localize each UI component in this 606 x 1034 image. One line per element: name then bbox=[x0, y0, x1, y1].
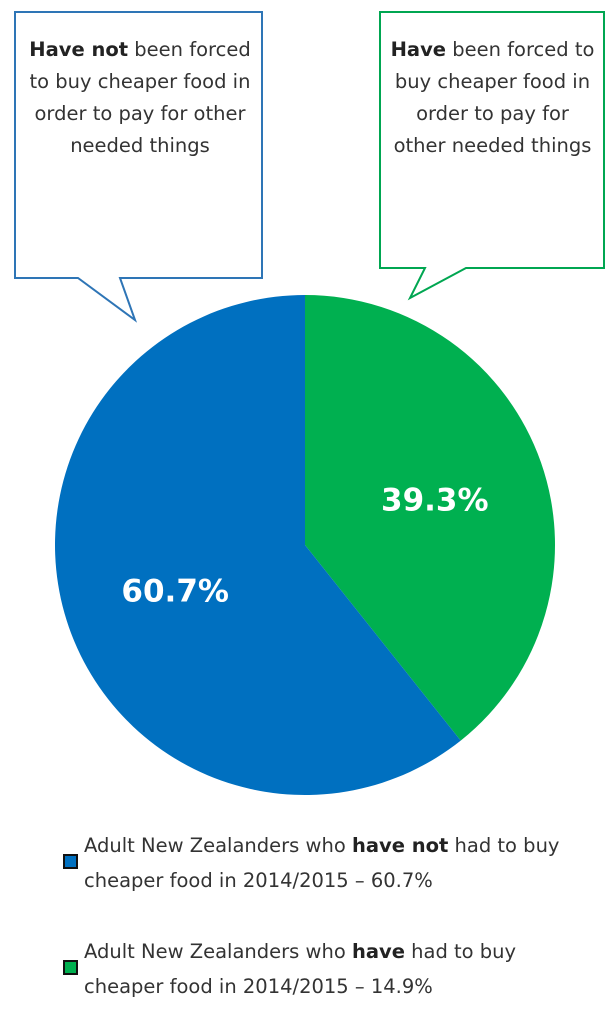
legend-item-0-swatch bbox=[63, 854, 78, 869]
callout-right-bold: Have bbox=[390, 38, 447, 61]
callout-right-rest: been forced to buy cheaper food in order… bbox=[393, 38, 595, 157]
legend-item-1-swatch bbox=[63, 960, 78, 975]
pie-label-0: 60.7% bbox=[121, 573, 229, 609]
legend-item-1-post: had to buy cheaper food in 2014/2015 – 1… bbox=[84, 940, 517, 998]
legend-item-1: Adult New Zealanders who have had to buy… bbox=[84, 934, 599, 1004]
legend-item-0-bold: have not bbox=[351, 834, 449, 857]
pie-slice-0 bbox=[55, 295, 461, 795]
callout-left-box bbox=[14, 11, 263, 323]
pie-slices bbox=[55, 295, 556, 795]
callout-left-text: Have not been forced to buy cheaper food… bbox=[25, 34, 255, 162]
callout-right-text: Have been forced to buy cheaper food in … bbox=[390, 34, 595, 162]
pie-slice-1 bbox=[305, 295, 556, 741]
pie-labels: 39.3% 60.7% bbox=[121, 483, 488, 610]
legend-item-0-pre: Adult New Zealanders who bbox=[84, 834, 352, 857]
callout-left-bold: Have not bbox=[29, 38, 129, 61]
callout-left-rest: been forced to buy cheaper food in order… bbox=[29, 38, 251, 157]
legend-item-1-bold: have bbox=[351, 940, 405, 963]
legend-item-0-post: had to buy cheaper food in 2014/2015 – 6… bbox=[84, 834, 560, 892]
callout-right-box bbox=[379, 11, 605, 301]
pie-label-1: 39.3% bbox=[381, 483, 489, 519]
legend-item-1-pre: Adult New Zealanders who bbox=[84, 940, 352, 963]
legend-item-0: Adult New Zealanders who have not had to… bbox=[84, 828, 599, 898]
